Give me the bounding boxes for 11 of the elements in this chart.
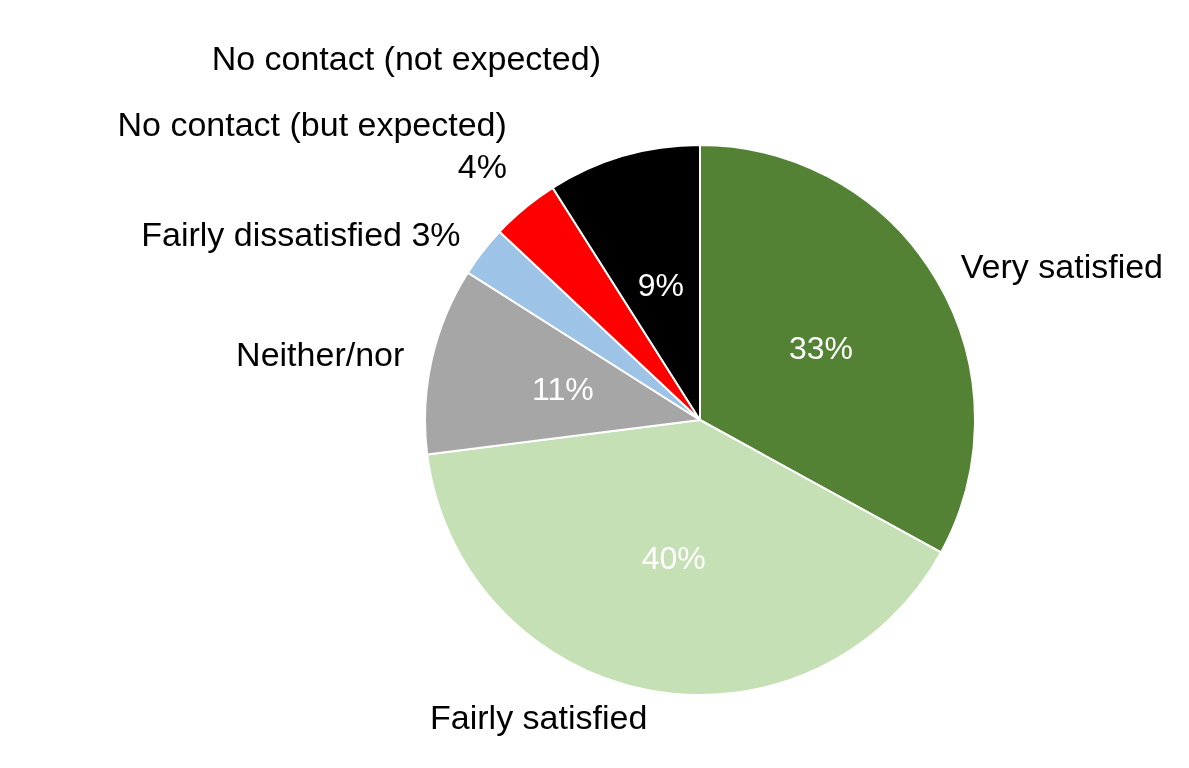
data-label: 9% — [637, 267, 684, 304]
data-label: 40% — [641, 540, 706, 577]
data-label: 33% — [788, 330, 853, 367]
slice-label: No contact (but expected) — [117, 104, 507, 143]
slice-label: Neither/nor — [236, 334, 405, 373]
data-label: 11% — [532, 371, 594, 408]
slice-label: Fairly dissatisfied 3% — [141, 215, 461, 254]
slice-label: Very satisfied — [960, 246, 1164, 285]
slice-label: Fairly satisfied — [430, 698, 648, 737]
slice-label: No contact (not expected) — [211, 39, 601, 78]
data-label: 4% — [457, 146, 507, 185]
